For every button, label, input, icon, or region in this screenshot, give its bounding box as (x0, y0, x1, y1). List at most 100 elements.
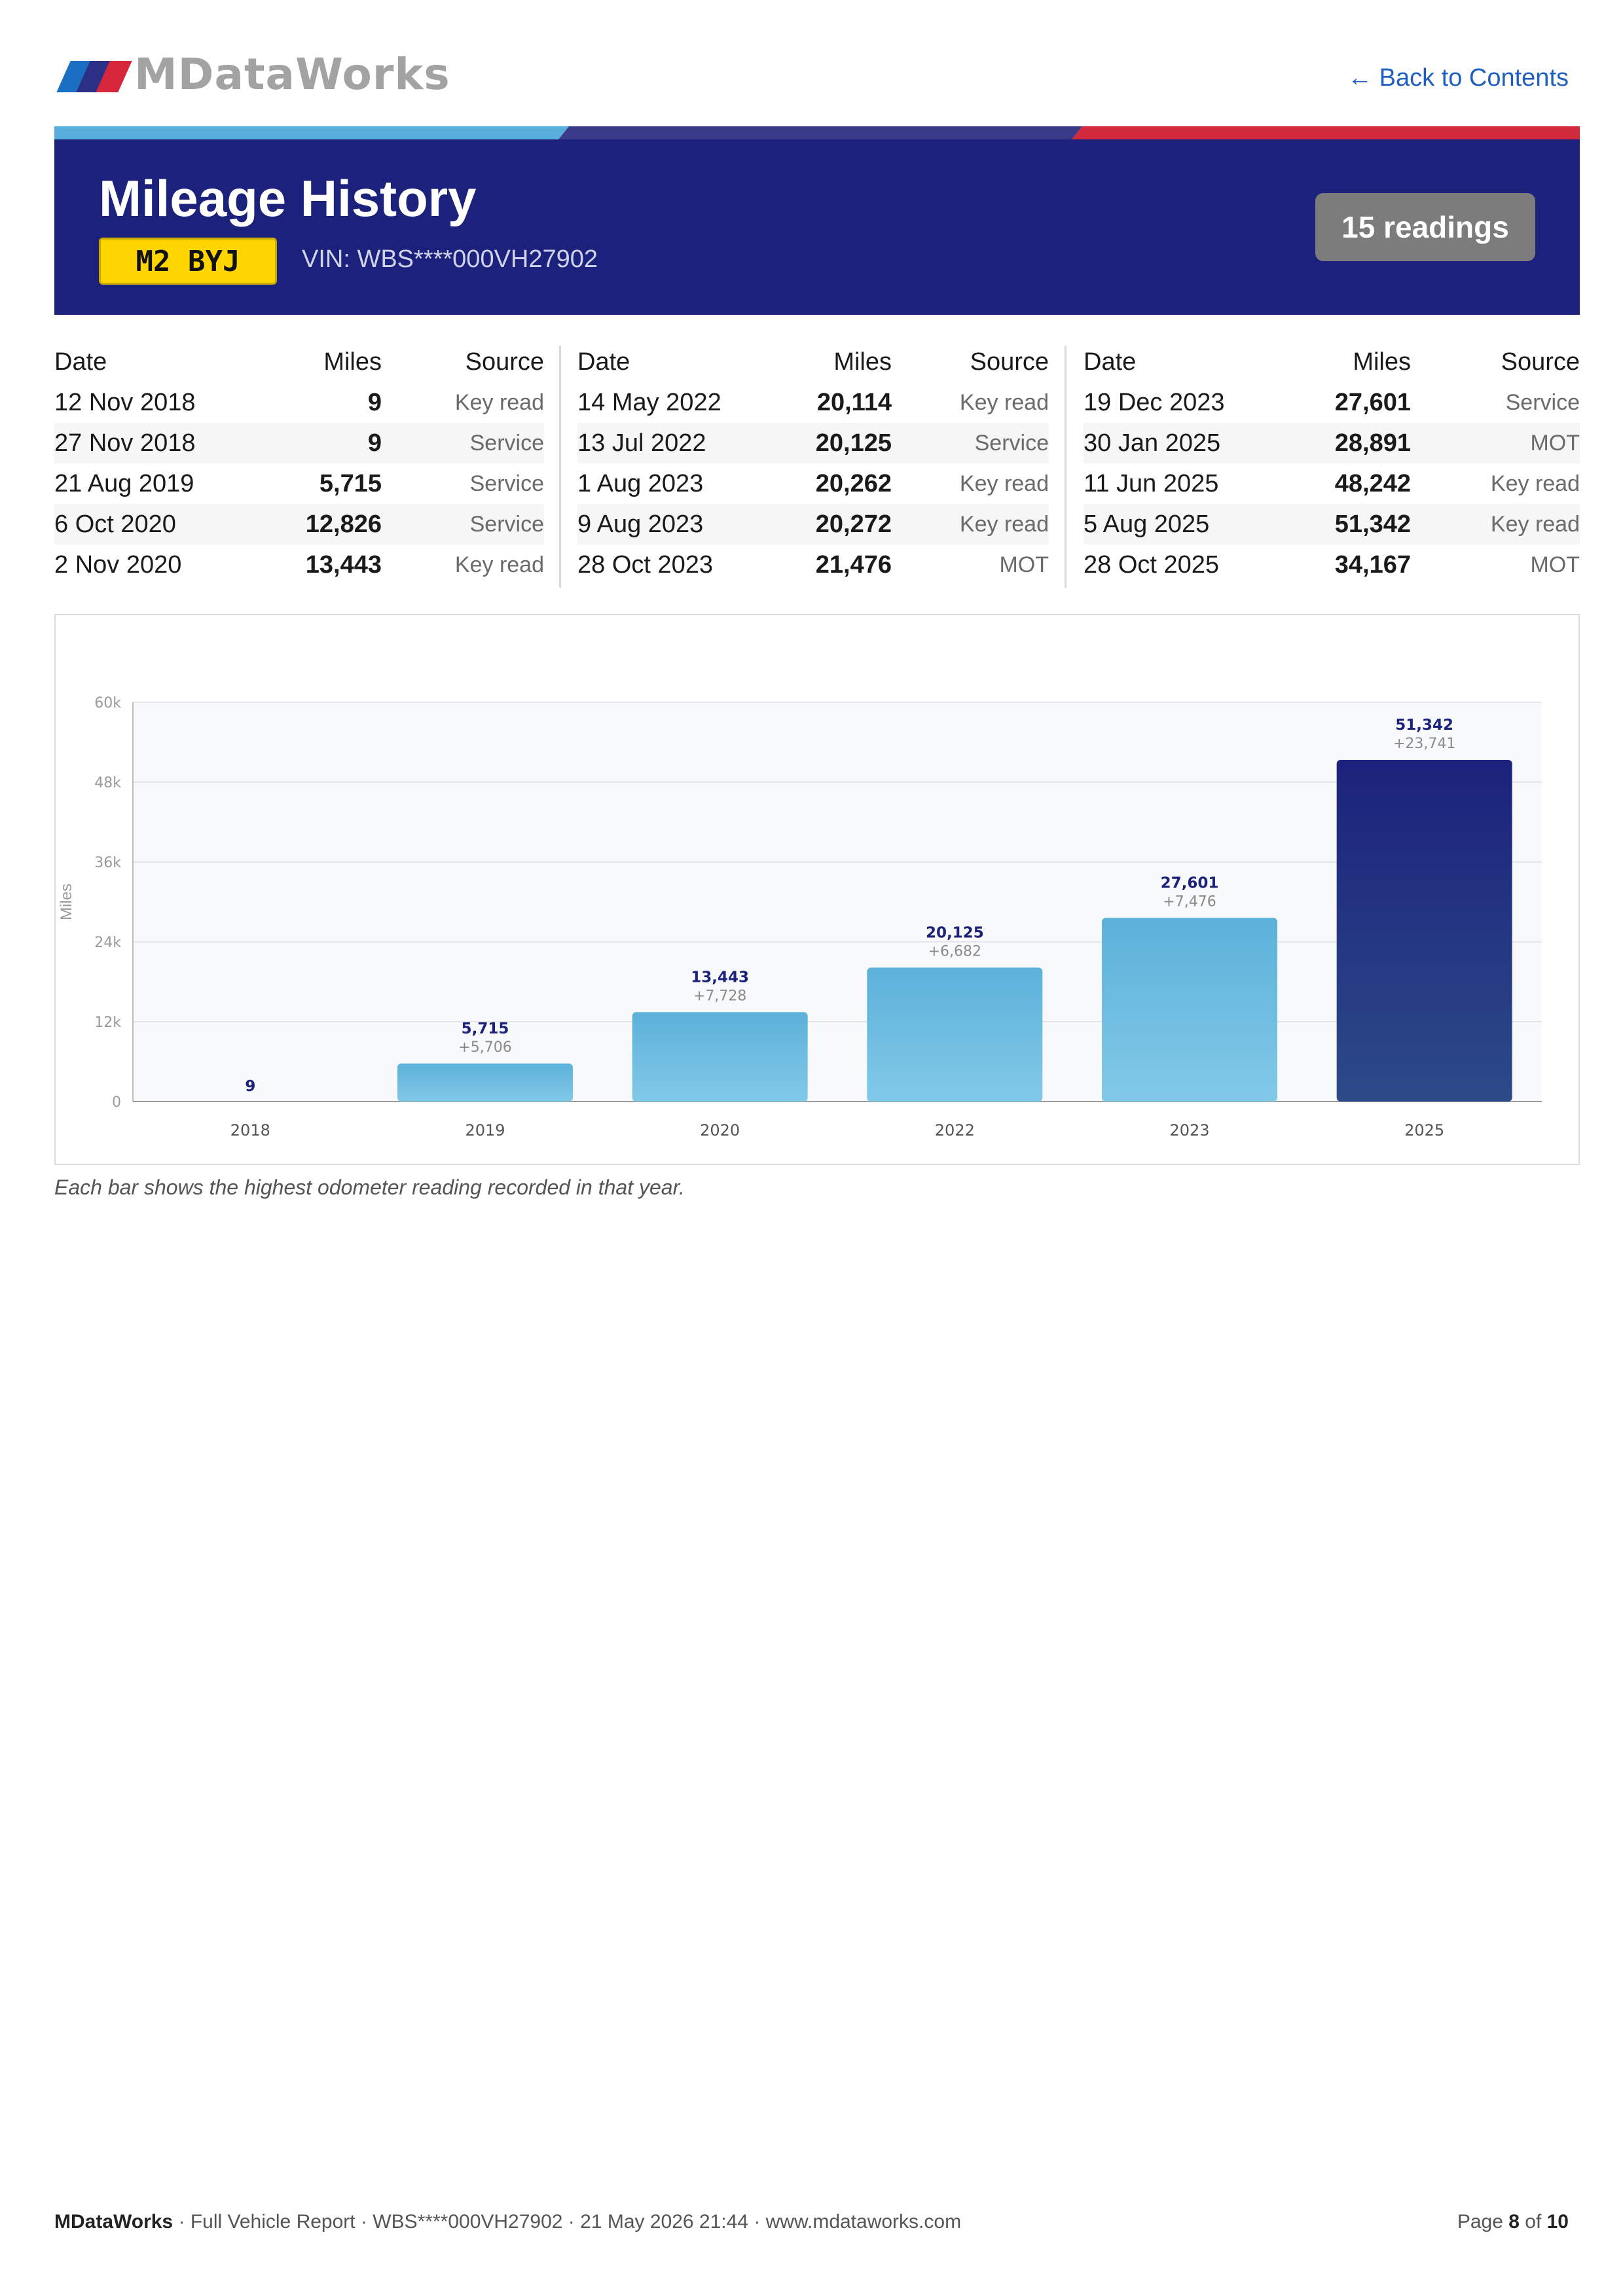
x-tick-label: 2018 (230, 1121, 270, 1139)
table-row: 6 Oct 2020 12,826 Service (54, 504, 544, 545)
reading-date: 28 Oct 2025 (1084, 550, 1220, 579)
footer-brand: MDataWorks (54, 2211, 173, 2233)
reading-source: Service (382, 423, 544, 463)
footer-info: MDataWorks · Full Vehicle Report · WBS**… (54, 2211, 961, 2233)
reading-date: 19 Dec 2023 (1084, 388, 1225, 416)
reading-date: 28 Oct 2023 (577, 550, 714, 579)
reading-miles: 48,242 (1334, 469, 1411, 497)
table-row: 21 Aug 2019 5,715 Service (54, 463, 544, 504)
table-row: 2 Nov 2020 13,443 Key read (54, 545, 544, 585)
reading-miles: 9 (367, 388, 382, 416)
reading-miles: 20,114 (816, 388, 892, 416)
reading-source: Key read (1411, 504, 1580, 545)
bar-value-label: 20,125 (926, 924, 984, 941)
bar-2022 (867, 967, 1043, 1102)
x-tick-label: 2020 (700, 1121, 740, 1139)
table-row: 5 Aug 2025 51,342 Key read (1084, 504, 1580, 545)
y-tick-label: 36k (94, 855, 121, 871)
bar-2025 (1336, 760, 1512, 1102)
reading-date: 6 Oct 2020 (54, 504, 290, 545)
bar-2023 (1102, 918, 1277, 1102)
table-row: 11 Jun 2025 48,242 Key read (1084, 463, 1580, 504)
reading-date: 21 Aug 2019 (54, 469, 194, 497)
table-row: 28 Oct 2025 34,167 MOT (1084, 545, 1580, 585)
mileage-chart: 0 12k 24k 36k 48k 60k 2018 9 2019 5,715 +5,706 202… (54, 614, 1580, 1165)
bar-value-label: 27,601 (1161, 874, 1219, 891)
plot-area (133, 702, 1542, 1102)
reading-miles: 21,476 (815, 550, 892, 579)
bar-delta-label: +6,682 (928, 943, 981, 960)
bar-delta-label: +23,741 (1393, 736, 1455, 752)
bar-value-label: 13,443 (691, 969, 749, 986)
reading-source: Service (892, 423, 1049, 463)
page-prefix: Page (1457, 2211, 1509, 2233)
reading-miles: 34,167 (1334, 550, 1411, 579)
mileage-table-3: Date Miles Source 19 Dec 2023 27,601 Servi… (1084, 342, 1580, 585)
x-tick-label: 2025 (1404, 1121, 1444, 1139)
footer-details: · Full Vehicle Report · WBS****000VH2790… (173, 2211, 962, 2233)
reading-source: Key read (454, 389, 544, 415)
logo-stripes (54, 56, 153, 92)
reading-miles: 13,443 (305, 550, 382, 579)
reading-miles: 20,262 (815, 469, 892, 497)
table-row: 9 Aug 2023 20,272 Key read (577, 504, 1049, 545)
column-header-source: Source (1501, 348, 1580, 376)
column-divider (1065, 346, 1067, 588)
page-current: 8 (1508, 2211, 1520, 2233)
table-row: 12 Nov 2018 9 Key read (54, 382, 544, 423)
chart-caption: Each bar shows the highest odometer read… (54, 1175, 685, 1199)
bar-2020 (632, 1012, 808, 1102)
reading-source: MOT (1411, 423, 1580, 463)
column-header-source: Source (970, 348, 1049, 376)
table-row: 14 May 2022 20,114 Key read (577, 382, 1049, 423)
registration-plate: M2 BYJ (99, 238, 277, 285)
mileage-table-2: Date Miles Source 14 May 2022 20,114 Key r… (577, 342, 1049, 585)
reading-miles: 5,715 (319, 469, 382, 497)
reading-miles: 27,601 (1334, 388, 1411, 416)
column-header-date: Date (577, 348, 630, 376)
reading-source: MOT (1530, 552, 1580, 577)
page-of: of (1519, 2211, 1547, 2233)
reading-date: 5 Aug 2025 (1084, 504, 1319, 545)
y-tick-label: 48k (94, 775, 121, 791)
logo-text: MDataWorks (134, 48, 450, 99)
reading-miles: 12,826 (290, 504, 382, 545)
back-to-contents-link[interactable]: ← Back to Contents (1347, 64, 1569, 92)
mileage-bar-chart-svg: 0 12k 24k 36k 48k 60k 2018 9 2019 5,715 +5,706 202… (58, 695, 1542, 1139)
reading-source: Service (469, 471, 544, 496)
reading-date: 9 Aug 2023 (577, 504, 800, 545)
page-total: 10 (1546, 2211, 1569, 2233)
column-header-miles: Miles (1353, 348, 1411, 376)
reading-date: 13 Jul 2022 (577, 423, 800, 463)
reading-source: Key read (959, 389, 1049, 415)
column-divider (559, 346, 561, 588)
table-row: 19 Dec 2023 27,601 Service (1084, 382, 1580, 423)
reading-source: MOT (999, 552, 1049, 577)
y-tick-label: 60k (94, 695, 121, 711)
column-header-date: Date (54, 348, 107, 376)
page-number: Page 8 of 10 (1457, 2211, 1569, 2233)
bar-delta-label: +5,706 (458, 1039, 511, 1056)
reading-date: 30 Jan 2025 (1084, 423, 1319, 463)
brand-logo: MDataWorks (54, 48, 450, 99)
reading-source: Key read (1490, 471, 1580, 496)
banner-stripe-bar (54, 126, 1580, 139)
vin-text: VIN: WBS****000VH27902 (302, 245, 598, 273)
x-tick-label: 2019 (465, 1121, 505, 1139)
reading-miles: 28,891 (1319, 423, 1411, 463)
column-header-miles: Miles (323, 348, 382, 376)
bar-delta-label: +7,728 (693, 988, 746, 1004)
reading-source: Key read (959, 471, 1049, 496)
table-row: 28 Oct 2023 21,476 MOT (577, 545, 1049, 585)
reading-source: Service (1505, 389, 1580, 415)
mileage-table-1: Date Miles Source 12 Nov 2018 9 Key read 2… (54, 342, 544, 585)
reading-source: Key read (454, 552, 544, 577)
reading-date: 14 May 2022 (577, 388, 721, 416)
reading-miles: 9 (290, 423, 382, 463)
y-axis-label: Miles (58, 884, 75, 920)
table-row: 30 Jan 2025 28,891 MOT (1084, 423, 1580, 463)
readings-count-badge: 15 readings (1315, 193, 1535, 261)
reading-miles: 51,342 (1319, 504, 1411, 545)
bar-value-label: 5,715 (462, 1020, 509, 1037)
y-tick-label: 24k (94, 935, 121, 951)
